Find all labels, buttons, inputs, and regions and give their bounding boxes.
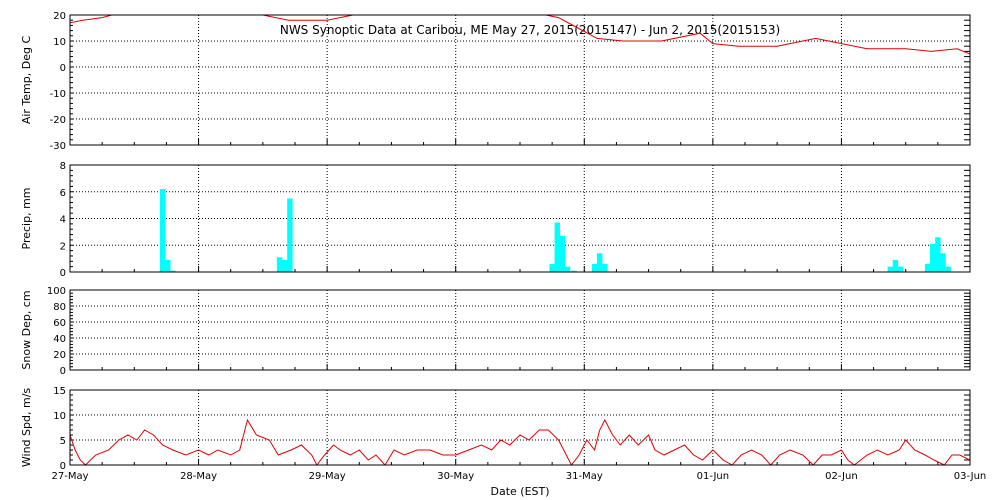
y-tick-label: -20 [50,115,66,126]
precip-bar [935,237,941,272]
precip-bar [564,266,571,272]
x-tick-label: 02-Jun [825,471,858,482]
y-tick-label: 20 [53,11,66,22]
precip-bar [170,270,176,272]
y-tick-label: 60 [53,318,66,329]
precip-bar [549,263,555,272]
precip-bar [159,189,166,272]
panel-air-temp: 20 10 0 -10 -20 -30 Air Temp, Deg C [20,11,971,152]
precip-bar [924,263,931,272]
y-tick-label: 40 [53,334,66,345]
precip-bar [571,270,577,272]
precip-bar [554,222,560,272]
y-tick-label: 0 [60,63,66,74]
air-temp-line [70,15,970,55]
x-axis-label: Date (EST) [490,485,549,498]
y-tick-label: 80 [53,302,66,313]
y-tick-label: 6 [60,188,66,199]
precip-bar [887,266,893,272]
panel-frame [69,289,971,371]
precip-bar [282,259,288,272]
precip-bar [945,266,951,272]
panel-frame [69,14,971,146]
y-tick-label: -30 [50,141,66,152]
precip-bar [892,259,899,272]
precip-bar [940,253,946,272]
x-tick-label: 29-May [309,471,346,482]
panel-frame [69,389,971,466]
precip-bar [559,235,566,272]
x-tick-label: 01-Jun [697,471,730,482]
precip-bar [287,198,293,272]
y-tick-label: 0 [60,268,66,279]
precip-bar [897,266,904,272]
y-tick-label: 0 [60,461,66,472]
x-tick-label: 03-Jun [954,471,987,482]
y-tick-label: 5 [60,436,66,447]
precip-bar [602,263,608,272]
y-tick-label: 4 [60,215,66,226]
y-tick-label: 0 [60,366,66,377]
panel-precip: 8 6 4 2 0 Precip, mm [20,161,971,279]
x-tick-label: 30-May [437,471,474,482]
y-tick-label: 20 [53,350,66,361]
panel-frame [69,164,971,273]
panel-wind-speed: 15 10 5 0 Wind Spd, m/s [20,386,971,472]
precip-bar [276,257,283,272]
y-tick-label: 100 [47,286,66,297]
y-tick-label: 10 [53,411,66,422]
y-axis-label: Snow Dep, cm [20,290,33,369]
y-tick-label: 10 [53,37,66,48]
x-tick-label: 28-May [180,471,217,482]
y-axis-label: Wind Spd, m/s [20,388,33,468]
y-tick-label: -10 [50,89,66,100]
chart-title: NWS Synoptic Data at Caribou, ME May 27,… [280,23,780,37]
y-axis-label: Precip, mm [20,188,33,250]
x-tick-label: 31-May [566,471,603,482]
x-tick-label: 27-May [51,471,88,482]
y-tick-label: 2 [60,241,66,252]
y-tick-label: 15 [53,386,66,397]
precip-bar [165,259,171,272]
precip-bar [930,243,936,272]
precip-bar [597,253,603,272]
panel-snow-depth: 100 80 60 40 20 0 Snow Dep, cm [20,286,971,377]
wind-speed-line [70,418,970,465]
y-axis-label: Air Temp, Deg C [20,36,33,125]
precip-bar [591,263,598,272]
y-tick-label: 8 [60,161,66,172]
